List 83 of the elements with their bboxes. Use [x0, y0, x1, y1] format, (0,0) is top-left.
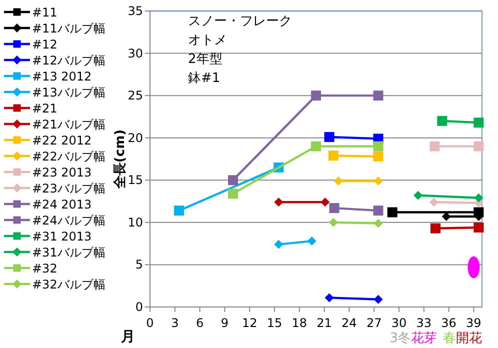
point	[329, 203, 340, 214]
y-tick-label: 5	[135, 258, 143, 272]
text: 開花	[456, 331, 482, 346]
x-tick-label: 0	[146, 316, 154, 330]
point	[324, 132, 334, 142]
point	[228, 175, 238, 186]
y-tick-label: 20	[128, 130, 143, 145]
x-tick-label: 21	[316, 316, 332, 330]
legend-label: #12	[32, 38, 58, 52]
x-tick-label: 6	[196, 316, 204, 330]
point	[334, 176, 343, 186]
point	[429, 198, 438, 207]
point	[373, 151, 384, 162]
point	[324, 293, 334, 302]
x-tick-label: 27	[366, 316, 382, 330]
point	[311, 90, 321, 101]
annotation: 2年型	[188, 52, 222, 67]
point	[373, 90, 384, 101]
legend-label: #13バルブ幅	[32, 86, 106, 100]
point	[320, 198, 330, 207]
point	[430, 141, 440, 152]
point	[228, 188, 238, 199]
legend-label: #21バルブ幅	[32, 118, 106, 132]
annotation: スノー・フレーク	[188, 14, 292, 29]
text: 花芽	[411, 331, 437, 346]
legend-label: #11	[32, 6, 58, 20]
legend-label: #31 2013	[32, 230, 92, 244]
legend-label: #32	[32, 262, 58, 276]
point	[374, 176, 383, 186]
point	[387, 207, 398, 218]
x-tick-label: 24	[342, 316, 357, 330]
point	[474, 118, 484, 128]
legend-label: #11バルブ幅	[32, 22, 106, 36]
point	[474, 193, 484, 202]
annotation: オトメ	[188, 33, 227, 48]
x-tick-label: 33	[416, 316, 432, 330]
legend-label: #31バルブ幅	[32, 246, 106, 260]
point	[414, 190, 423, 200]
x-tick-label: 18	[292, 316, 308, 330]
legend-label: #24 2013	[32, 198, 92, 212]
y-tick-label: 30	[128, 46, 143, 60]
x-tick-label: 3	[171, 316, 179, 330]
point	[474, 141, 484, 152]
legend-label: #21	[32, 102, 58, 116]
text: 3冬	[390, 331, 411, 346]
point	[311, 141, 321, 152]
legend-label: #22バルブ幅	[32, 150, 106, 164]
x-tick-label: 30	[391, 316, 407, 330]
y-axis-title: 全長(cm)	[113, 129, 128, 190]
x-tick-label: 39	[466, 316, 482, 330]
point	[274, 240, 284, 249]
point	[374, 294, 383, 304]
text: 春	[443, 331, 456, 346]
legend-label: #12バルブ幅	[32, 54, 106, 68]
point	[474, 222, 484, 233]
point	[430, 223, 441, 234]
legend-label: #13 2012	[32, 70, 92, 84]
legend-label: #23バルブ幅	[32, 182, 106, 196]
x-tick-label: 15	[266, 316, 282, 330]
point	[274, 198, 284, 207]
annotation: 鉢#1	[188, 71, 220, 86]
x-tick-label: 36	[441, 316, 456, 330]
point	[328, 150, 338, 161]
y-tick-label: 25	[128, 88, 143, 103]
y-tick-label: 35	[128, 4, 143, 18]
point	[174, 206, 184, 216]
point	[442, 212, 451, 222]
point	[373, 206, 384, 216]
legend-label: #23 2013	[32, 166, 92, 180]
point	[373, 141, 384, 152]
y-tick-label: 10	[128, 215, 143, 230]
x-axis-title: 月	[120, 329, 135, 345]
point	[307, 236, 316, 246]
legend-label: #22 2012	[32, 134, 92, 148]
y-tick-label: 0	[135, 300, 143, 314]
x-tick-label: 9	[220, 316, 229, 330]
point	[374, 218, 383, 228]
legend-label: #32バルブ幅	[32, 278, 106, 292]
y-tick-label: 15	[128, 173, 143, 188]
point	[328, 218, 338, 227]
legend-label: #24バルブ幅	[32, 214, 106, 228]
x-tick-label: 12	[242, 316, 258, 330]
point	[437, 116, 448, 126]
